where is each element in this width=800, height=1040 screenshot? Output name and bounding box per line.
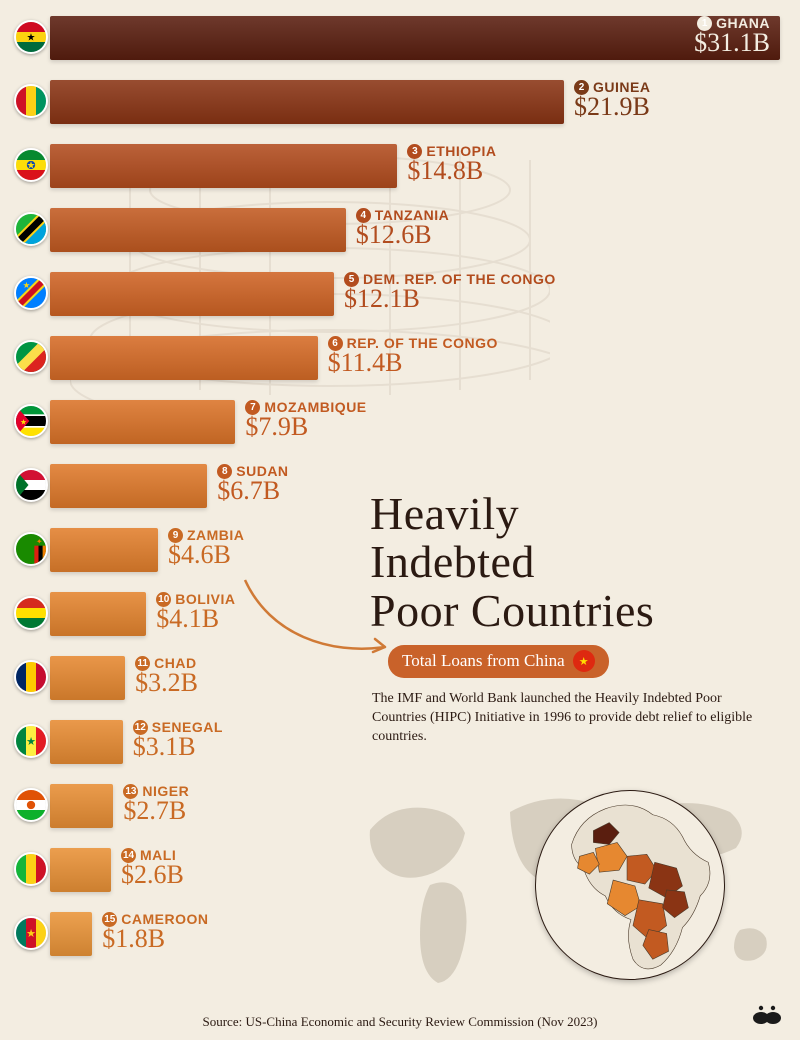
svg-text:✦: ✦ [36, 537, 43, 546]
loan-value: $12.6B [356, 222, 450, 248]
source-attribution: Source: US-China Economic and Security R… [0, 1014, 800, 1030]
country-flag-icon [14, 340, 48, 374]
bar [50, 528, 158, 572]
bar-row: ★ 3 ETHIOPIA $14.8B [0, 136, 800, 196]
loan-value: $7.9B [245, 414, 366, 440]
bar-label: 2 GUINEA $21.9B [574, 79, 650, 120]
bar-label: 3 ETHIOPIA $14.8B [407, 143, 496, 184]
bar-label: 10 BOLIVIA $4.1B [156, 591, 235, 632]
headline: Heavily Indebted Poor Countries [370, 490, 780, 635]
svg-text:★: ★ [27, 32, 36, 43]
bar-label: 13 NIGER $2.7B [123, 783, 189, 824]
bar [50, 720, 123, 764]
country-flag-icon [14, 468, 48, 502]
country-flag-icon: ★ [14, 148, 48, 182]
publisher-logo-icon [752, 1004, 782, 1026]
loan-value: $6.7B [217, 478, 288, 504]
bar [50, 848, 111, 892]
bar [50, 464, 207, 508]
loan-value: $21.9B [574, 94, 650, 120]
bar-label: 12 SENEGAL $3.1B [133, 719, 223, 760]
bar-row: 4 TANZANIA $12.6B [0, 200, 800, 260]
country-flag-icon [14, 84, 48, 118]
headline-line: Poor Countries [370, 585, 654, 636]
bar [50, 912, 92, 956]
svg-text:★: ★ [20, 417, 27, 426]
bar-label: 8 SUDAN $6.7B [217, 463, 288, 504]
bar-label: 11 CHAD $3.2B [135, 655, 198, 696]
loan-value: $2.7B [123, 798, 189, 824]
bar-label: 9 ZAMBIA $4.6B [168, 527, 244, 568]
bar-label: 15 CAMEROON $1.8B [102, 911, 208, 952]
bar [50, 400, 235, 444]
country-flag-icon: ★ [14, 724, 48, 758]
bar-row: ★ 1 GHANA $31.1B [0, 8, 800, 68]
badge-text: Total Loans from China [402, 651, 565, 671]
bar-label: 4 TANZANIA $12.6B [356, 207, 450, 248]
country-flag-icon: ✦ [14, 532, 48, 566]
bar-row: 6 REP. OF THE CONGO $11.4B [0, 328, 800, 388]
subtitle-badge: Total Loans from China ★ [388, 645, 609, 678]
country-flag-icon: ★ [14, 404, 48, 438]
loan-value: $4.1B [156, 606, 235, 632]
bar-label: 14 MALI $2.6B [121, 847, 184, 888]
bar [50, 592, 146, 636]
country-flag-icon [14, 660, 48, 694]
loan-value: $3.1B [133, 734, 223, 760]
bar-label: 5 DEM. REP. OF THE CONGO $12.1B [344, 271, 556, 312]
description-text: The IMF and World Bank launched the Heav… [372, 690, 762, 747]
bar [50, 208, 346, 252]
africa-inset-map [535, 790, 725, 980]
country-flag-icon: ★ [14, 20, 48, 54]
country-flag-icon [14, 212, 48, 246]
country-flag-icon [14, 788, 48, 822]
loan-value: $12.1B [344, 286, 556, 312]
country-flag-icon [14, 596, 48, 630]
bar-label: 6 REP. OF THE CONGO $11.4B [328, 335, 498, 376]
bar [50, 336, 318, 380]
headline-line: Indebted [370, 536, 535, 587]
china-flag-icon: ★ [573, 650, 595, 672]
headline-line: Heavily [370, 488, 519, 539]
bar [50, 16, 780, 60]
loan-value: $3.2B [135, 670, 198, 696]
svg-text:★: ★ [27, 160, 36, 171]
country-flag-icon: ★ [14, 276, 48, 310]
bar-row: ★ 7 MOZAMBIQUE $7.9B [0, 392, 800, 452]
bar [50, 80, 564, 124]
svg-text:★: ★ [23, 281, 30, 290]
loan-value: $4.6B [168, 542, 244, 568]
bar-label: 1 GHANA $31.1B [694, 15, 770, 56]
loan-value: $31.1B [694, 30, 770, 56]
loan-value: $11.4B [328, 350, 498, 376]
country-flag-icon [14, 852, 48, 886]
country-flag-icon: ★ [14, 916, 48, 950]
bar [50, 656, 125, 700]
loan-value: $1.8B [102, 926, 208, 952]
bar [50, 144, 397, 188]
bar-label: 7 MOZAMBIQUE $7.9B [245, 399, 366, 440]
loan-value: $2.6B [121, 862, 184, 888]
svg-text:★: ★ [26, 736, 36, 748]
bar [50, 784, 113, 828]
svg-text:★: ★ [26, 928, 36, 940]
bar-row: ★ 5 DEM. REP. OF THE CONGO $12.1B [0, 264, 800, 324]
loan-value: $14.8B [407, 158, 496, 184]
bar [50, 272, 334, 316]
bar-row: 2 GUINEA $21.9B [0, 72, 800, 132]
